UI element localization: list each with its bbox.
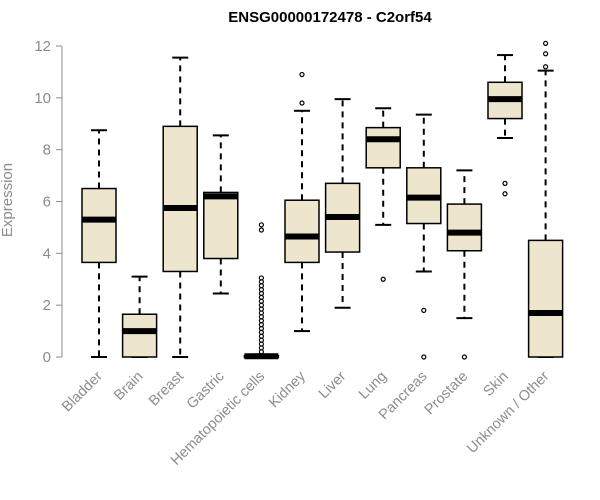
outlier-point — [461, 354, 467, 360]
outlier-point — [542, 64, 549, 70]
box-gastric — [203, 134, 239, 295]
outlier-point — [299, 71, 305, 78]
x-tick-label: Prostate — [422, 369, 471, 418]
box-prostate — [446, 169, 483, 360]
x-tick-label: Liver — [316, 368, 350, 402]
x-tick-label: Brain — [111, 369, 146, 404]
y-axis: 0 2 4 6 8 10 12 — [34, 38, 63, 366]
box-liver — [324, 98, 361, 309]
box-brain — [121, 275, 158, 358]
outlier-point — [542, 51, 549, 57]
boxes-group — [81, 40, 564, 360]
x-tick-label: Breast — [146, 369, 187, 410]
y-tick-label: 10 — [34, 90, 51, 107]
x-tick-label: Lung — [356, 369, 390, 403]
outlier-point — [380, 276, 386, 282]
y-axis-label: Expression — [0, 163, 16, 237]
outlier-point — [258, 227, 264, 233]
chart-title: ENSG00000172478 - C2orf54 — [228, 9, 432, 26]
box-unknown-other — [527, 40, 564, 358]
x-tick-label: Kidney — [266, 368, 309, 411]
y-tick-label: 6 — [43, 194, 51, 211]
y-tick-label: 0 — [43, 349, 51, 366]
y-tick-label: 12 — [34, 38, 51, 55]
x-tick-label: Skin — [481, 369, 512, 400]
outlier-point — [421, 307, 427, 313]
box-skin — [487, 54, 523, 197]
box-pancreas — [406, 113, 442, 360]
outlier-point — [299, 100, 305, 106]
outlier-point — [502, 180, 508, 186]
iqr-box — [162, 125, 198, 273]
y-tick-label: 4 — [43, 245, 51, 262]
box-breast — [162, 56, 198, 358]
iqr-box — [81, 187, 117, 264]
box-bladder — [81, 129, 117, 358]
iqr-box — [365, 126, 401, 169]
outlier-point — [542, 40, 549, 47]
x-tick-label: Bladder — [59, 368, 106, 415]
iqr-box — [446, 203, 483, 252]
iqr-box — [284, 199, 320, 264]
outlier-point — [421, 354, 427, 360]
outlier-point — [258, 222, 264, 228]
y-tick-label: 8 — [43, 142, 51, 159]
box-hematopoietic-cells — [243, 222, 280, 360]
y-tick-label: 2 — [43, 297, 51, 314]
iqr-box — [203, 191, 239, 260]
iqr-box — [121, 313, 158, 358]
outlier-point — [502, 191, 508, 197]
iqr-box — [527, 239, 564, 358]
outlier-point — [258, 275, 264, 281]
box-kidney — [284, 71, 320, 333]
box-lung — [365, 107, 401, 282]
